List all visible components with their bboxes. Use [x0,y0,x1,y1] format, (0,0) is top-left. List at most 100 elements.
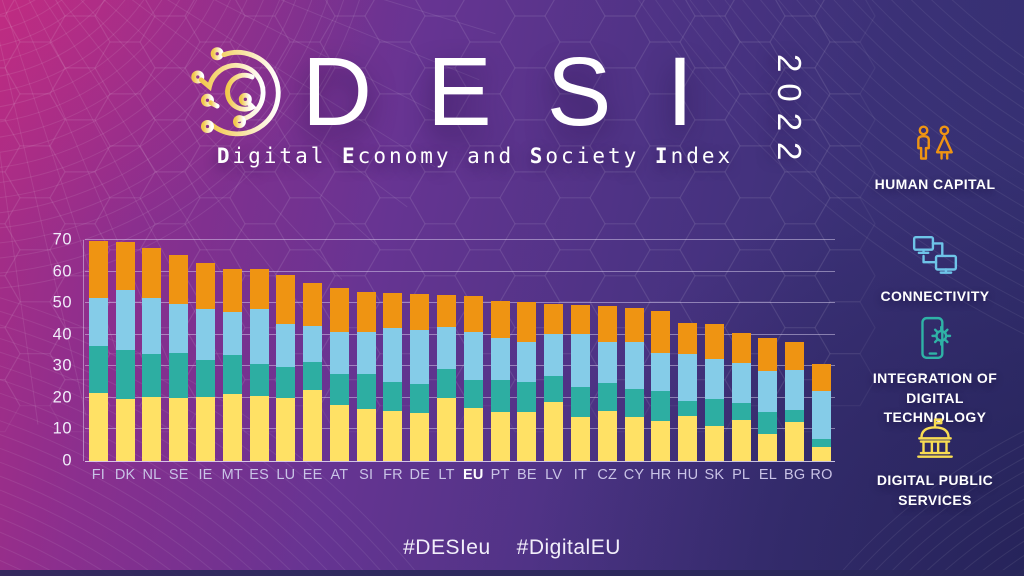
x-label-IE: IE [198,467,213,483]
x-label-IT: IT [573,467,588,483]
bar-PL [728,240,755,461]
human-capital-icon [910,124,960,166]
y-tick-label-60: 60 [52,262,72,281]
gridline-30 [85,365,835,367]
legend-label: DIGITAL PUBLIC SERVICES [876,472,994,508]
bar-segment-DE-integration-of-digital-technology [410,384,430,414]
bar-segment-ES-connectivity [249,308,269,364]
legend-sidebar: HUMAN CAPITAL CONNECTIVITY [856,0,1014,576]
bar-RO [808,240,835,461]
bar-segment-EU-integration-of-digital-technology [463,379,483,408]
bar-segment-HU-integration-of-digital-technology [678,401,698,417]
bar-segment-EE-digital-public-services [303,389,323,461]
y-tick-label-30: 30 [52,356,72,375]
gridline-70 [85,239,835,240]
bar-segment-FI-human-capital [88,241,108,298]
bar-EU [460,240,487,461]
bar-segment-EL-connectivity [758,371,778,413]
x-label-DK: DK [114,467,136,483]
bar-segment-IT-integration-of-digital-technology [570,386,590,418]
bar-segment-EL-human-capital [758,338,778,372]
bar-segment-LT-human-capital [437,294,457,327]
bar-segment-BE-digital-public-services [517,412,537,461]
bar-segment-SE-integration-of-digital-technology [169,353,189,398]
bar-segment-SK-human-capital [704,323,724,360]
bar-segment-EE-integration-of-digital-technology [303,361,323,390]
bar-segment-HR-connectivity [651,353,671,392]
x-label-FR: FR [383,467,403,483]
bar-segment-FI-connectivity [88,297,108,346]
bar-HU [674,240,701,461]
bar-segment-NL-integration-of-digital-technology [142,353,162,398]
bar-segment-HR-human-capital [651,311,671,354]
bar-segment-SI-digital-public-services [356,408,376,461]
bar-segment-LV-human-capital [544,304,564,335]
page-title: DESI [302,37,749,146]
bar-segment-LT-integration-of-digital-technology [437,368,457,398]
x-label-EE: EE [302,467,323,483]
bar-segment-LT-digital-public-services [437,397,457,461]
bar-segment-DE-digital-public-services [410,413,430,461]
bar-segment-BG-integration-of-digital-technology [785,409,805,422]
bar-segment-PT-connectivity [490,338,510,381]
bar-segment-PT-human-capital [490,300,510,339]
bar-CY [621,240,648,461]
x-label-ES: ES [249,467,269,483]
x-label-LU: LU [276,467,296,483]
bar-segment-DK-human-capital [115,242,135,290]
footer-hashtags: #DESIeu #DigitalEU [0,536,1024,560]
bar-segment-EE-connectivity [303,325,323,362]
bar-segment-IT-human-capital [570,305,590,335]
bar-segment-MT-integration-of-digital-technology [222,355,242,395]
bottom-edge-strip [0,570,1024,576]
x-label-PT: PT [490,467,510,483]
bar-EL [755,240,782,461]
year-label: 2022 [771,54,808,172]
bar-segment-DK-digital-public-services [115,398,135,461]
x-label-LV: LV [545,467,563,483]
bar-BG [781,240,808,461]
chart-plot-area: 0 10 20 30 40 50 60 70 [53,231,835,470]
bar-segment-CY-human-capital [624,308,644,342]
bar-segment-PL-integration-of-digital-technology [731,402,751,420]
bar-segment-ES-integration-of-digital-technology [249,363,269,397]
x-label-CY: CY [623,467,645,483]
bar-CZ [594,240,621,461]
x-label-HR: HR [650,467,672,483]
bar-segment-LU-integration-of-digital-technology [276,366,296,398]
bar-segment-FI-integration-of-digital-technology [88,345,108,393]
bar-segment-EU-digital-public-services [463,407,483,461]
x-label-HU: HU [676,467,699,483]
hashtag-digitaleu: #DigitalEU [516,536,621,559]
gridline-20 [85,396,835,398]
gridline-40 [85,333,835,335]
bar-AT [326,240,353,461]
bar-segment-NL-digital-public-services [142,397,162,461]
bar-segment-FR-connectivity [383,328,403,382]
bar-segment-SK-connectivity [704,359,724,400]
bar-segment-NL-human-capital [142,248,162,299]
x-label-MT: MT [221,467,243,483]
bar-segment-FR-digital-public-services [383,410,403,461]
bar-segment-BE-integration-of-digital-technology [517,381,537,413]
bar-FR [380,240,407,461]
bar-segment-BE-connectivity [517,341,537,382]
bar-segment-BG-digital-public-services [785,421,805,461]
bar-segment-AT-connectivity [329,331,349,375]
bar-segment-RO-connectivity [811,390,831,439]
bar-NL [139,240,166,461]
bar-group [85,240,835,461]
bar-ES [246,240,273,461]
x-axis-labels: FI DK NL SE IE MT ES LU EE AT SI FR DE LT EU PT BE LV IT CZ… [85,467,835,483]
bar-segment-SI-human-capital [356,292,376,332]
bar-segment-LT-connectivity [437,326,457,369]
bar-segment-CY-digital-public-services [624,417,644,461]
bar-segment-CY-connectivity [624,341,644,389]
bar-segment-LU-human-capital [276,275,296,324]
bar-segment-AT-digital-public-services [329,405,349,461]
x-label-DE: DE [409,467,431,483]
x-label-NL: NL [142,467,162,483]
bar-segment-RO-integration-of-digital-technology [811,438,831,448]
bar-segment-LU-connectivity [276,324,296,367]
x-label-EL: EL [758,467,777,483]
